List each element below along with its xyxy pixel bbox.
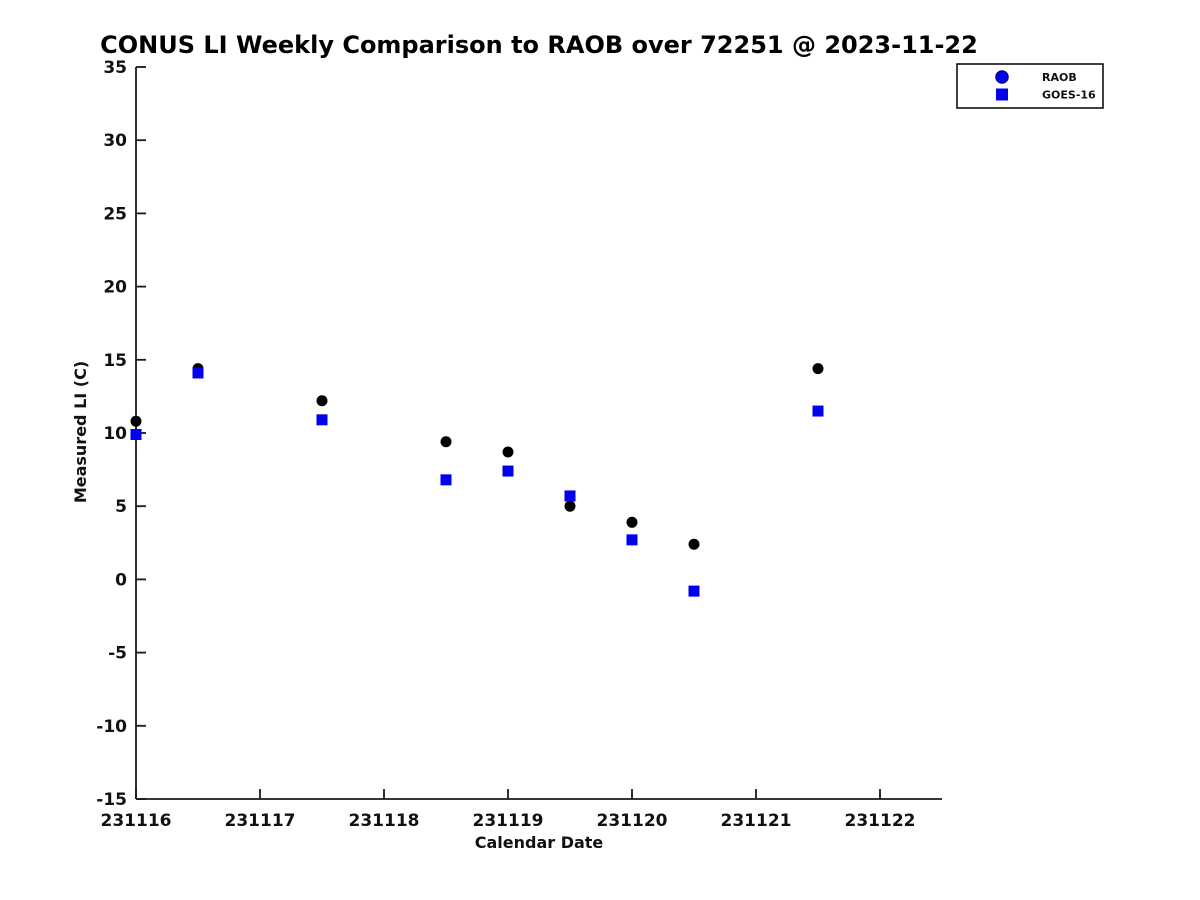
goes-16-point: [316, 414, 328, 426]
y-tick-label: -15: [96, 790, 127, 810]
raob-point: [626, 516, 638, 528]
y-tick-label: 10: [103, 424, 127, 444]
raob-point: [688, 538, 700, 550]
raob-point: [812, 363, 824, 375]
y-tick-label: 20: [103, 278, 127, 298]
x-tick-label: 231121: [721, 811, 792, 831]
y-tick-label: 30: [103, 131, 127, 151]
raob-point: [440, 436, 452, 448]
y-tick-label: -5: [108, 644, 127, 664]
y-tick-label: 5: [115, 497, 127, 517]
raob-point: [130, 415, 142, 427]
raob-point: [502, 446, 514, 458]
legend-goes16-square-icon: [996, 88, 1008, 101]
x-tick-label: 231118: [349, 811, 420, 831]
x-axis-label: Calendar Date: [475, 833, 604, 852]
goes-16-point: [130, 428, 142, 440]
y-tick-label: 15: [103, 351, 127, 371]
goes-16-point: [626, 534, 638, 546]
legend-raob-circle-icon: [995, 70, 1009, 84]
raob-point: [564, 500, 576, 512]
y-axis-label: Measured LI (C): [71, 361, 90, 503]
y-tick-label: 25: [103, 204, 127, 224]
x-tick-label: 231119: [473, 811, 544, 831]
goes-16-point: [440, 474, 452, 486]
x-tick-label: 231116: [101, 811, 172, 831]
axes: -15 -10 -5 0 5 10 15 20 25 30 35 231116 231117 231118…: [96, 58, 942, 831]
goes-16-point: [502, 465, 514, 477]
x-tick-label: 231117: [225, 811, 296, 831]
goes-16-point: [192, 367, 204, 379]
x-tick-label: 231122: [845, 811, 916, 831]
data-points: [130, 363, 824, 597]
y-tick-label: -10: [96, 717, 127, 737]
legend-label-goes16: GOES-16: [1042, 89, 1096, 102]
x-tick-label: 231120: [597, 811, 668, 831]
goes-16-point: [812, 405, 824, 417]
legend: RAOB GOES-16: [956, 63, 1104, 109]
chart-title: CONUS LI Weekly Comparison to RAOB over …: [100, 31, 978, 59]
y-tick-label: 35: [103, 58, 127, 78]
legend-box: [956, 63, 1104, 109]
legend-label-raob: RAOB: [1042, 71, 1077, 84]
goes-16-point: [688, 585, 700, 597]
y-tick-label: 0: [115, 570, 127, 590]
raob-point: [316, 395, 328, 407]
goes-16-point: [564, 490, 576, 502]
